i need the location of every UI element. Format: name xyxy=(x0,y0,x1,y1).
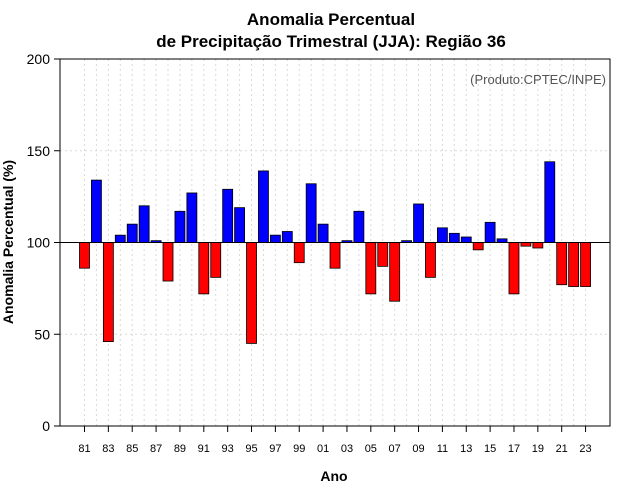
bar-1988 xyxy=(162,242,174,282)
x-axis-title: Ano xyxy=(320,468,347,484)
x-tick-label-15: 15 xyxy=(484,443,496,455)
x-axis: 81 83 85 87 89 91 93 95 97 99 01 03 05 07 09 11 13 15 17 19… xyxy=(78,426,592,455)
chart-title-line1: Anomalia Percentual xyxy=(247,10,415,29)
y-tick-label-50: 50 xyxy=(34,326,50,342)
x-tick-label-95: 95 xyxy=(245,443,257,455)
bar-2010 xyxy=(425,242,436,278)
bar-1995 xyxy=(246,242,257,344)
credit-label: (Produto:CPTEC/INPE) xyxy=(470,72,606,87)
bar-2005 xyxy=(365,242,377,295)
bar-2019 xyxy=(532,242,544,249)
bar-1990 xyxy=(186,192,198,243)
bar-2022 xyxy=(568,242,580,287)
bar-2018 xyxy=(520,242,532,247)
x-tick-label-11: 11 xyxy=(437,443,448,455)
bar-1997 xyxy=(269,234,281,243)
x-tick-label-83: 83 xyxy=(102,443,114,455)
bar-1998 xyxy=(281,231,293,243)
bar-1986 xyxy=(138,205,150,243)
bar-2002 xyxy=(329,242,341,269)
x-tick-label-23: 23 xyxy=(579,443,591,455)
bar-2013 xyxy=(460,236,472,243)
bar-1984 xyxy=(114,234,126,243)
bar-1989 xyxy=(174,210,186,243)
x-tick-label-91: 91 xyxy=(198,443,210,455)
x-tick-label-93: 93 xyxy=(222,443,234,455)
x-tick-label-97: 97 xyxy=(269,443,281,455)
bar-1982 xyxy=(91,179,102,243)
x-tick-label-07: 07 xyxy=(389,443,401,455)
y-tick-label-200: 200 xyxy=(27,51,51,67)
bar-2000 xyxy=(305,183,317,243)
bar-1985 xyxy=(126,223,138,243)
bar-2017 xyxy=(508,242,520,295)
x-tick-label-09: 09 xyxy=(412,443,424,455)
x-tick-label-81: 81 xyxy=(78,443,90,455)
bar-1992 xyxy=(210,242,222,278)
x-tick-label-13: 13 xyxy=(460,443,472,455)
x-tick-label-01: 01 xyxy=(317,443,329,455)
y-tick-label-0: 0 xyxy=(42,418,50,434)
bar-2011 xyxy=(436,227,448,243)
bar-2012 xyxy=(448,232,460,243)
x-tick-label-85: 85 xyxy=(126,443,138,455)
bar-2014 xyxy=(472,242,484,251)
bar-2004 xyxy=(353,210,365,243)
bar-1991 xyxy=(198,242,210,295)
bar-1999 xyxy=(293,242,305,264)
bar-2020 xyxy=(544,161,556,243)
bar-2021 xyxy=(556,242,568,286)
bar-2007 xyxy=(389,242,401,302)
bar-2016 xyxy=(496,238,508,243)
y-axis-title: Anomalia Percentual (%) xyxy=(0,160,16,324)
x-tick-label-89: 89 xyxy=(174,443,186,455)
bar-2006 xyxy=(377,242,389,267)
bar-1983 xyxy=(102,242,114,342)
x-tick-label-19: 19 xyxy=(532,443,544,455)
x-tick-label-87: 87 xyxy=(150,443,162,455)
bar-2001 xyxy=(317,223,329,243)
y-tick-label-150: 150 xyxy=(27,143,51,159)
bar-1993 xyxy=(222,188,234,243)
chart-title-line2: de Precipitação Trimestral (JJA): Região… xyxy=(156,32,506,51)
bar-2023 xyxy=(580,242,591,287)
y-axis: 0 50 100 150 200 xyxy=(27,51,60,434)
x-tick-label-05: 05 xyxy=(365,443,377,455)
bars-layer xyxy=(79,161,591,344)
bar-1981 xyxy=(79,242,90,269)
bar-1996 xyxy=(258,170,269,243)
x-tick-label-03: 03 xyxy=(341,443,353,455)
x-tick-label-17: 17 xyxy=(508,443,520,455)
bar-2015 xyxy=(484,221,496,243)
x-tick-label-99: 99 xyxy=(293,443,305,455)
bar-2009 xyxy=(413,203,424,243)
grid-layer xyxy=(60,59,610,426)
y-tick-label-100: 100 xyxy=(27,235,51,251)
x-tick-label-21: 21 xyxy=(556,443,568,455)
bar-1994 xyxy=(234,207,245,243)
